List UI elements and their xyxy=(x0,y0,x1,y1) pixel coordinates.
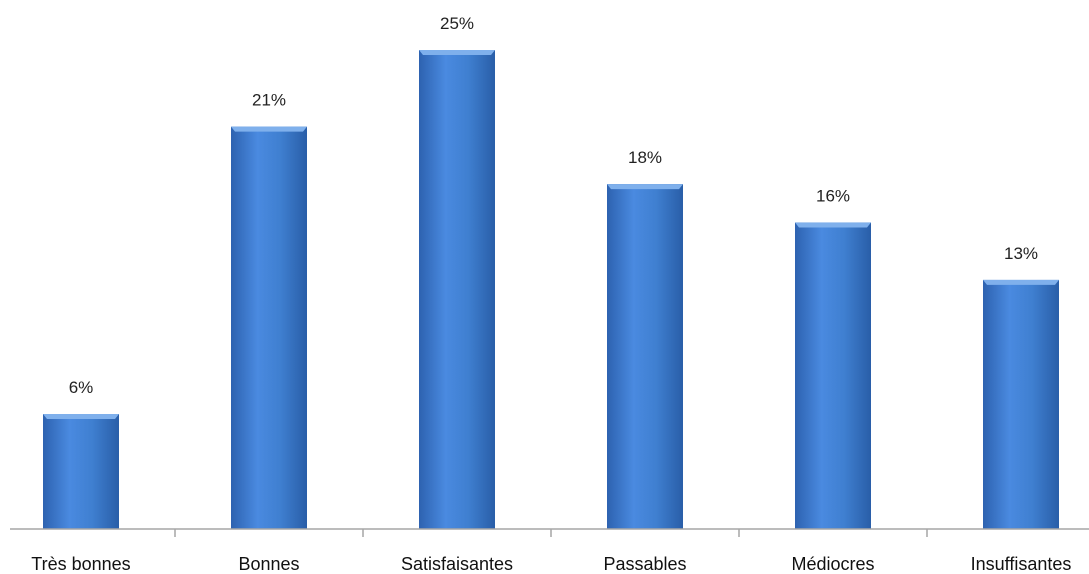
x-tick-label: Passables xyxy=(603,554,686,574)
bar-top-bevel xyxy=(795,222,871,228)
bar-top-bevel xyxy=(983,279,1059,285)
bar-body xyxy=(231,126,307,529)
x-axis xyxy=(10,528,1089,537)
x-tick-label: Très bonnes xyxy=(31,554,130,574)
bar-top-bevel xyxy=(43,414,119,420)
data-labels: 6% 21% 25% 18% 16% 13% xyxy=(69,14,1038,397)
bar xyxy=(607,184,683,529)
x-tick-labels: Très bonnes Bonnes Satisfaisantes Passables… xyxy=(31,554,1071,574)
x-tick-label: Insuffisantes xyxy=(971,554,1072,574)
data-label: 13% xyxy=(1004,244,1038,263)
bar-body xyxy=(419,50,495,529)
bar xyxy=(419,50,495,529)
bar-body xyxy=(795,222,871,529)
bar-top-bevel xyxy=(231,126,307,132)
x-tick-label: Bonnes xyxy=(238,554,299,574)
bar-top-bevel xyxy=(419,50,495,55)
data-label: 25% xyxy=(440,14,474,33)
bar-body xyxy=(983,279,1059,529)
bar xyxy=(231,126,307,529)
bar-top-bevel xyxy=(607,184,683,190)
bar-body xyxy=(43,414,119,529)
bar xyxy=(43,414,119,529)
x-tick-label: Médiocres xyxy=(791,554,874,574)
data-label: 6% xyxy=(69,378,94,397)
bar xyxy=(983,279,1059,529)
bars xyxy=(43,50,1059,529)
data-label: 18% xyxy=(628,148,662,167)
x-tick-label: Satisfaisantes xyxy=(401,554,513,574)
data-label: 16% xyxy=(816,186,850,205)
data-label: 21% xyxy=(252,91,286,110)
bar-body xyxy=(607,184,683,529)
bar xyxy=(795,222,871,529)
